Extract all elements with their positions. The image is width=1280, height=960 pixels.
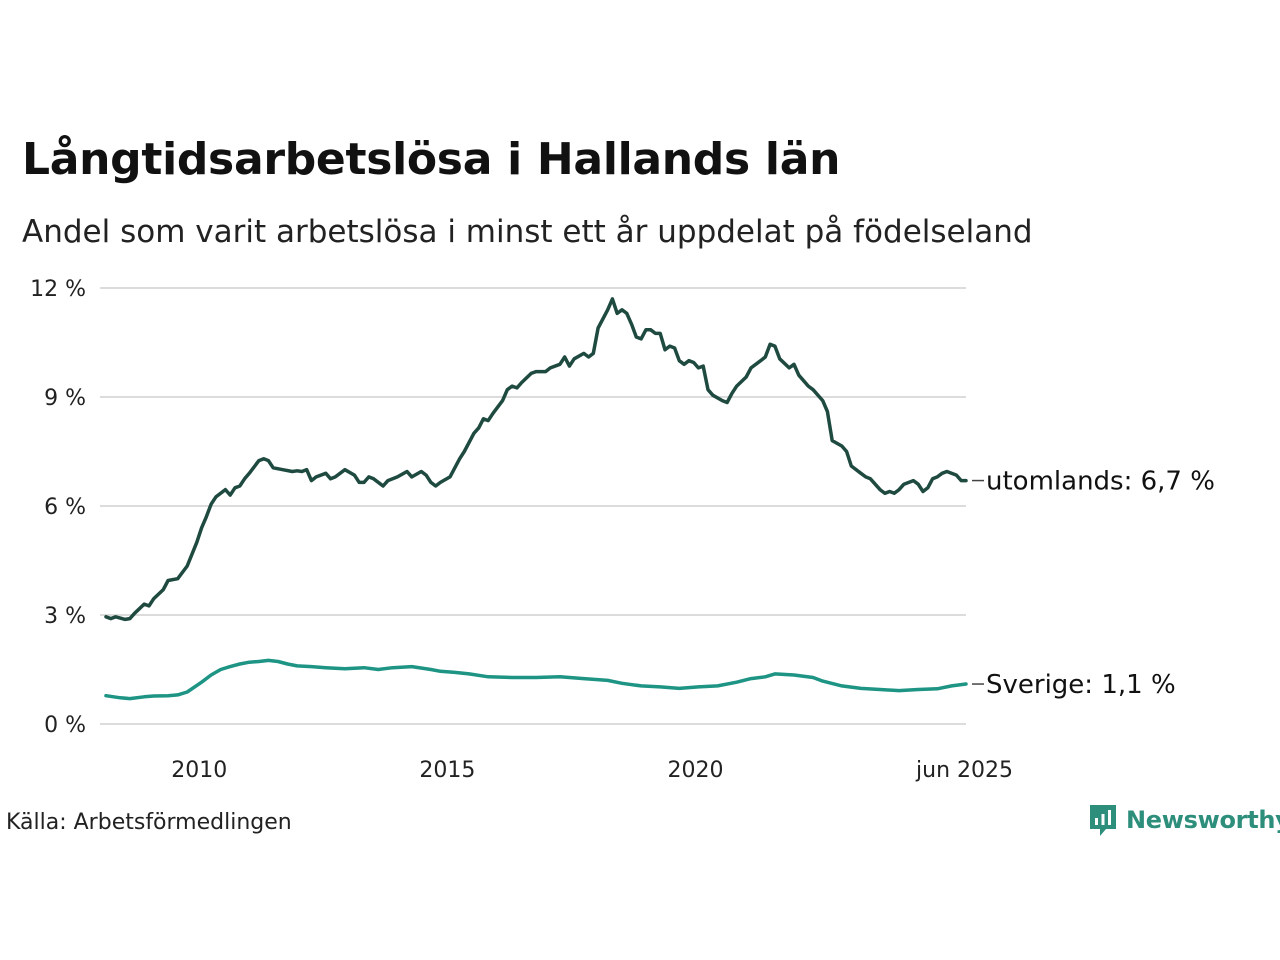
x-tick-label: 2010: [171, 758, 227, 783]
y-tick-label: 3 %: [44, 604, 86, 629]
y-tick-label: 9 %: [44, 386, 86, 411]
x-tick-label: 2020: [668, 758, 724, 783]
source-note: Källa: Arbetsförmedlingen: [6, 810, 292, 835]
series-end-label: utomlands: 6,7 %: [986, 467, 1215, 497]
series-end-label: Sverige: 1,1 %: [986, 670, 1176, 700]
x-tick-label: 2015: [419, 758, 475, 783]
brand-logo: Newsworthy: [1088, 803, 1280, 837]
series-end-labels: utomlands: 6,7 % Sverige: 1,1 %: [972, 467, 1215, 700]
series-line-utomlands: [104, 297, 968, 622]
series-line-sverige: [104, 658, 968, 701]
y-axis-ticks: 0 % 3 % 6 % 9 % 12 %: [30, 277, 86, 738]
x-tick-label: jun 2025: [915, 758, 1013, 783]
newsworthy-logo-icon: [1090, 805, 1116, 836]
y-tick-label: 12 %: [30, 277, 86, 302]
brand-name: Newsworthy: [1126, 806, 1280, 834]
series-lines: [104, 297, 968, 701]
y-tick-label: 6 %: [44, 495, 86, 520]
y-tick-label: 0 %: [44, 713, 86, 738]
x-axis-ticks: 2010 2015 2020 jun 2025: [171, 758, 1013, 783]
gridlines: [100, 287, 966, 725]
chart-subtitle: Andel som varit arbetslösa i minst ett å…: [22, 214, 1033, 250]
chart-title: Långtidsarbetslösa i Hallands län: [22, 134, 841, 185]
